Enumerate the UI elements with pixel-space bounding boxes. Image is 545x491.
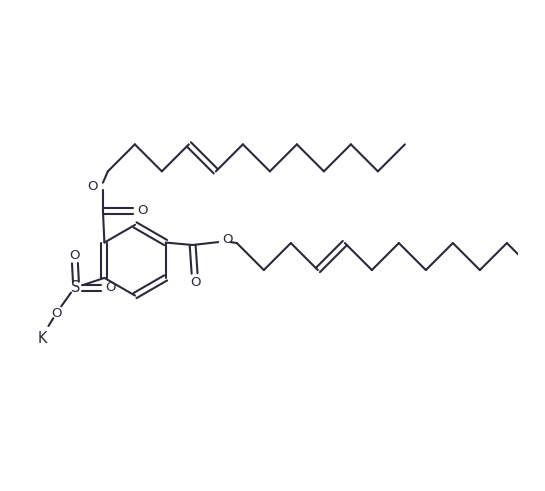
Text: O: O: [70, 249, 80, 262]
Text: O: O: [51, 307, 62, 320]
Text: K: K: [37, 331, 47, 346]
Text: O: O: [105, 281, 116, 294]
Text: O: O: [223, 233, 233, 246]
Text: S: S: [71, 280, 81, 295]
Text: O: O: [137, 204, 148, 217]
Text: O: O: [190, 276, 201, 289]
Text: O: O: [87, 180, 98, 192]
